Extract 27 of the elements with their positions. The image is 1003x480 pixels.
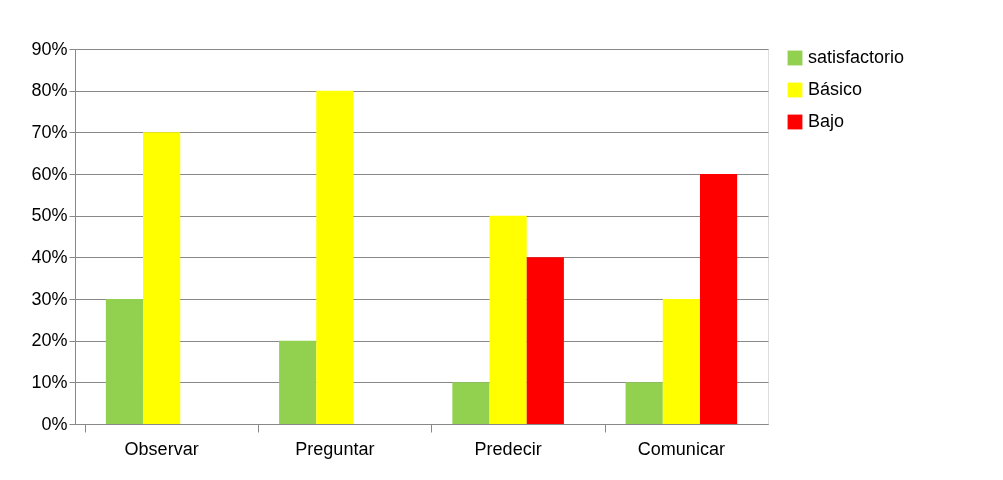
y-tick-label: 60% — [31, 163, 68, 184]
y-tick-label: 50% — [31, 205, 68, 226]
legend-label: Básico — [808, 79, 863, 99]
bar — [699, 174, 738, 424]
bar — [316, 90, 354, 424]
x-tick-label: Observar — [124, 438, 199, 459]
bar — [489, 215, 527, 424]
y-tick-label: 10% — [31, 371, 68, 392]
legend-label: Bajo — [808, 111, 845, 131]
bar — [662, 299, 700, 424]
bar — [526, 257, 564, 424]
y-tick-label: 40% — [31, 246, 68, 267]
bar — [279, 340, 317, 424]
y-tick-label: 90% — [31, 38, 68, 59]
x-tick-label: Comunicar — [637, 438, 725, 459]
x-tick-label: Preguntar — [295, 438, 375, 459]
y-tick-label: 30% — [31, 288, 68, 309]
legend-label: satisfactorio — [808, 47, 905, 67]
y-tick-label: 80% — [31, 80, 68, 101]
y-tick-label: 0% — [41, 413, 68, 434]
y-tick-label: 70% — [31, 121, 68, 142]
x-tick-label: Predecir — [474, 438, 542, 459]
bar — [105, 299, 144, 424]
y-tick-label: 20% — [31, 330, 68, 351]
bar — [625, 382, 663, 424]
bar — [452, 382, 490, 424]
bar — [143, 132, 181, 424]
